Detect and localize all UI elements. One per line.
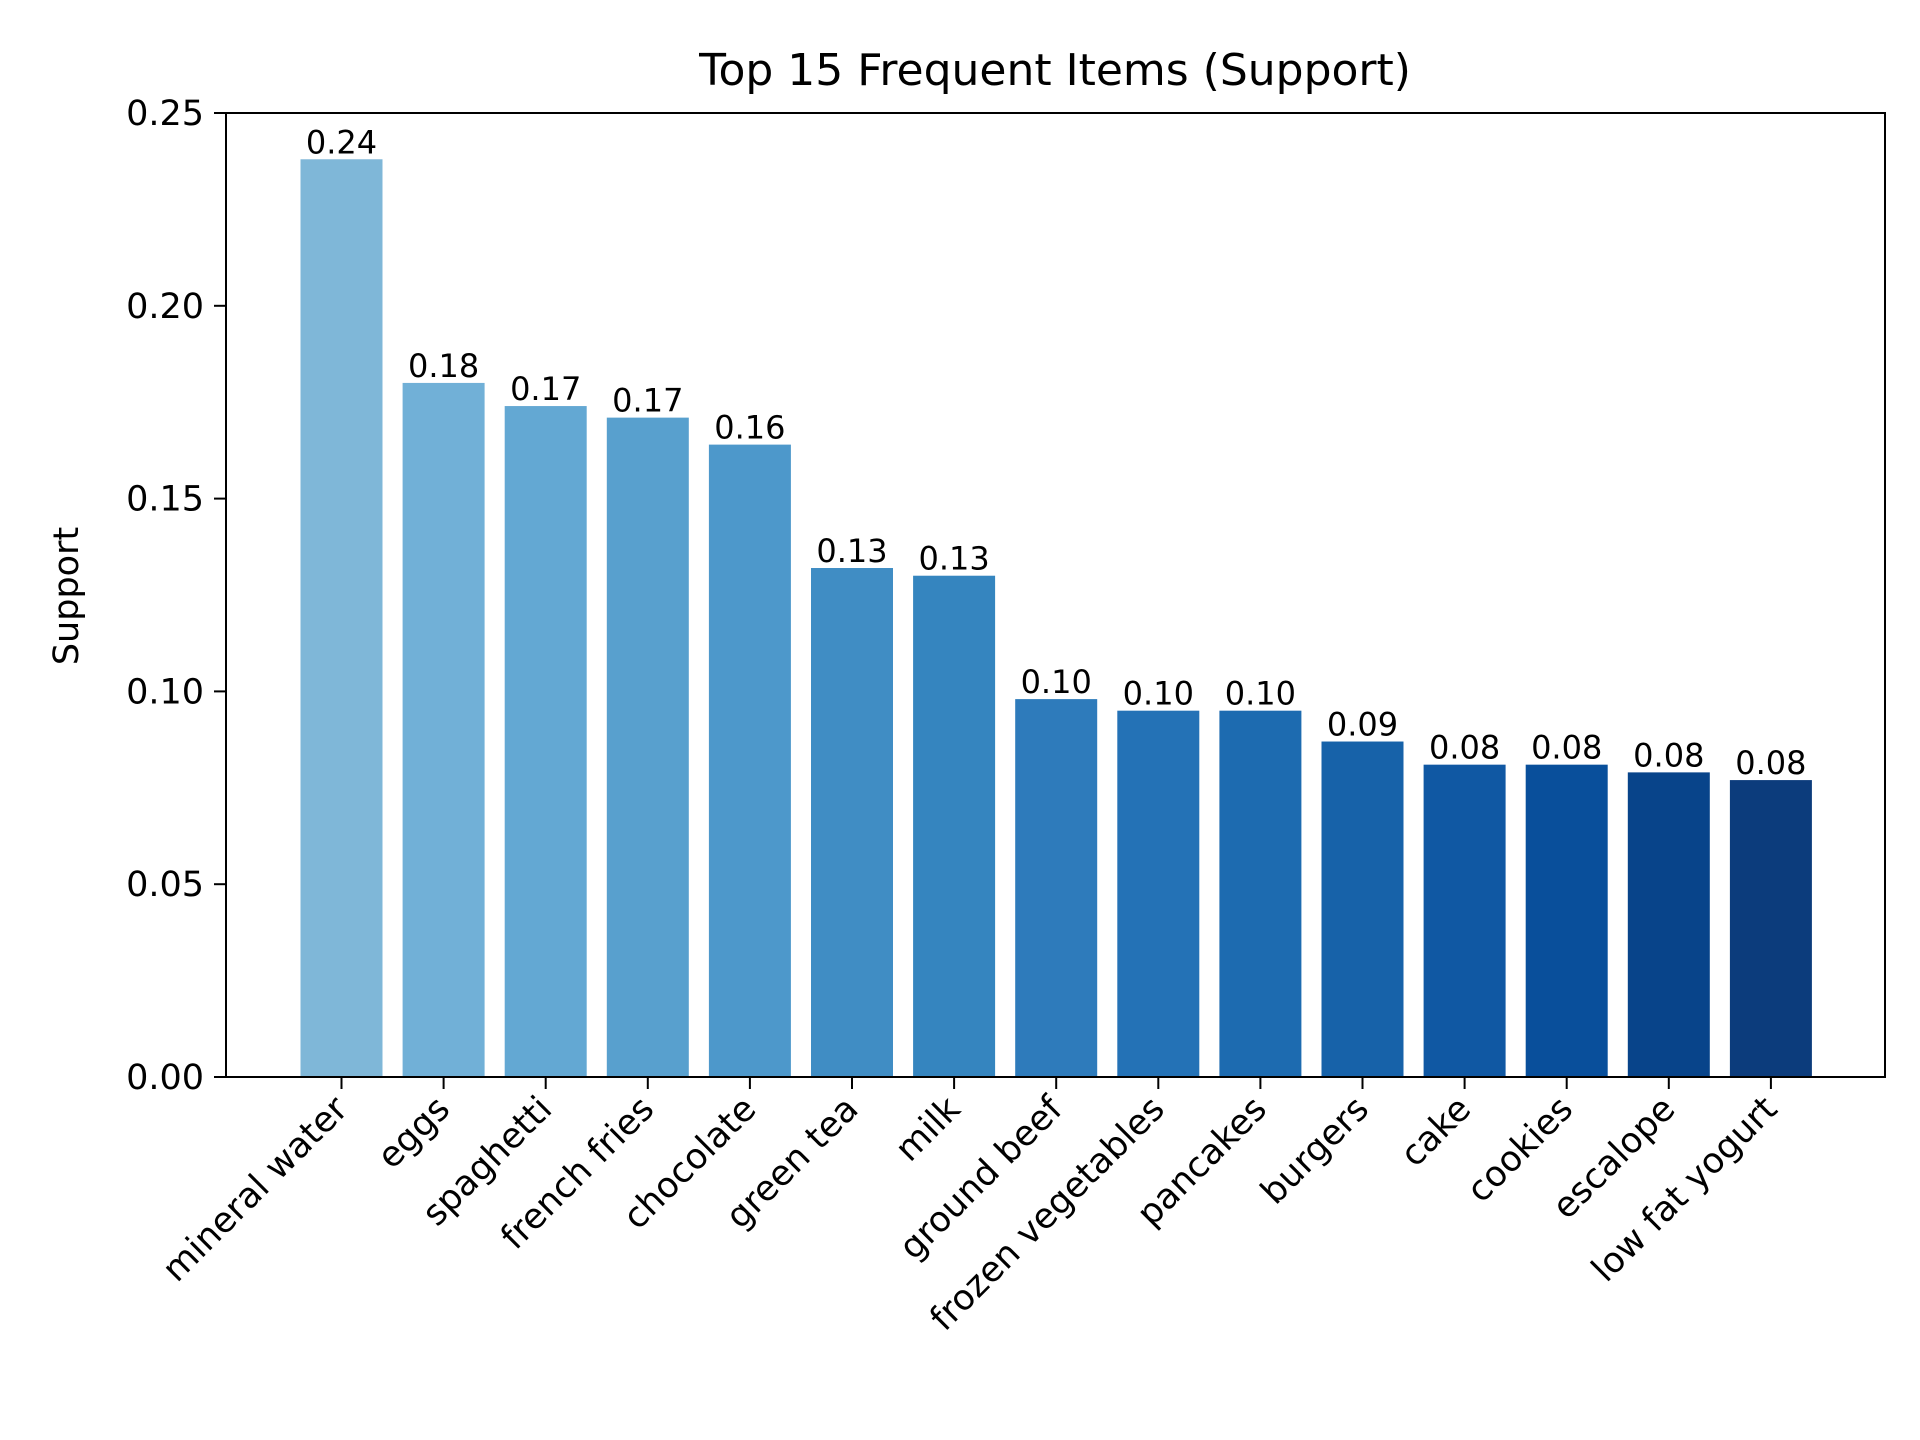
bar-value-label: 0.18 — [408, 347, 479, 385]
bar-value-label: 0.08 — [1633, 736, 1704, 774]
bar-chocolate — [708, 444, 791, 1078]
bar-milk — [913, 575, 996, 1077]
bar-green-tea — [811, 568, 893, 1077]
bars-group — [300, 159, 1812, 1078]
y-tick-label: 0.15 — [126, 480, 204, 520]
x-tick-label: milk — [888, 1089, 969, 1170]
chart-title: Top 15 Frequent Items (Support) — [698, 45, 1411, 96]
y-tick-label: 0.00 — [126, 1058, 204, 1098]
bar-low-fat-yogurt — [1729, 780, 1812, 1077]
y-axis: 0.00 0.05 0.10 0.15 0.20 0.25 — [126, 94, 226, 1098]
bar-value-label: 0.09 — [1327, 706, 1398, 744]
y-axis-label: Support — [47, 527, 87, 665]
bar-value-label: 0.10 — [1225, 675, 1296, 713]
x-tick-label: mineral water — [155, 1089, 356, 1290]
bar-ground-beef — [1015, 699, 1098, 1077]
y-tick-label: 0.25 — [126, 94, 204, 134]
bar-pancakes — [1219, 710, 1302, 1077]
bar-french-fries — [606, 417, 689, 1077]
bar-value-label: 0.17 — [510, 370, 581, 408]
x-tick-label: cake — [1393, 1089, 1479, 1175]
bar-cake — [1423, 764, 1506, 1077]
y-tick-label: 0.20 — [126, 287, 204, 327]
bar-escalope — [1627, 772, 1710, 1077]
x-tick-label: low fat yogurt — [1584, 1089, 1785, 1290]
bar-value-label: 0.16 — [714, 409, 785, 447]
bar-burgers — [1321, 741, 1404, 1077]
y-tick-label: 0.05 — [126, 865, 204, 905]
bar-value-label: 0.08 — [1735, 744, 1806, 782]
bar-mineral-water — [300, 159, 383, 1078]
bar-value-label: 0.13 — [918, 540, 989, 578]
bar-value-label: 0.10 — [1123, 675, 1194, 713]
bar-frozen-vegetables — [1117, 710, 1200, 1077]
bar-value-label: 0.08 — [1429, 729, 1500, 767]
bar-spaghetti — [504, 406, 587, 1077]
bar-value-label: 0.13 — [816, 532, 887, 570]
data-labels-group: 0.24 0.18 0.17 0.17 0.16 0.13 0.13 0.10 0.10 0.10… — [306, 123, 1807, 782]
y-tick-label: 0.10 — [126, 672, 204, 712]
x-tick-label: burgers — [1253, 1089, 1376, 1212]
bar-value-label: 0.24 — [306, 123, 377, 161]
x-tick-label: eggs — [370, 1089, 458, 1177]
bar-eggs — [402, 382, 485, 1077]
bar-value-label: 0.10 — [1021, 663, 1092, 701]
bar-value-label: 0.08 — [1531, 729, 1602, 767]
plot-frame — [225, 112, 1886, 1078]
bar-value-label: 0.17 — [612, 382, 683, 420]
bar-cookies — [1525, 764, 1608, 1077]
